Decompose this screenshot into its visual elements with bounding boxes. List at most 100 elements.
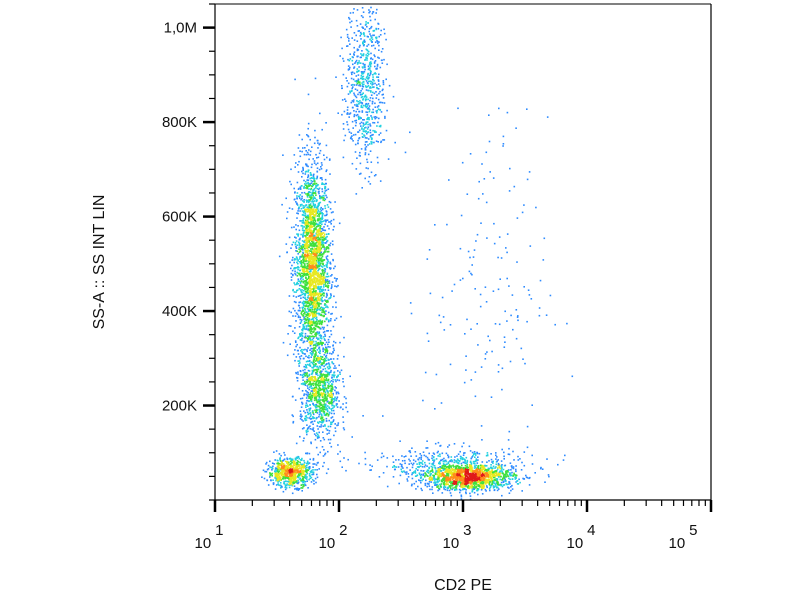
data-point [323, 273, 325, 276]
data-point [316, 237, 318, 239]
data-point [315, 255, 317, 258]
data-point [325, 296, 328, 298]
data-point [287, 478, 290, 480]
data-point [301, 401, 303, 404]
data-point [324, 382, 326, 384]
data-point [299, 269, 301, 272]
data-point [336, 278, 338, 280]
data-point [306, 182, 308, 185]
data-point [318, 326, 321, 329]
data-point [342, 381, 344, 383]
data-point [298, 309, 300, 312]
data-point [314, 271, 317, 273]
data-point [297, 479, 299, 482]
data-point [324, 299, 326, 301]
data-point [324, 187, 326, 190]
data-point [288, 295, 291, 297]
data-point [295, 463, 297, 465]
data-point [314, 438, 317, 441]
data-point [328, 393, 330, 395]
data-point [313, 390, 315, 392]
data-point [332, 344, 334, 346]
data-point [315, 398, 317, 400]
data-point [315, 272, 317, 274]
data-point [311, 377, 313, 380]
data-point [319, 297, 322, 300]
data-point [316, 250, 318, 252]
data-point [309, 215, 312, 217]
data-point [306, 404, 308, 406]
data-point [310, 293, 313, 295]
data-point [315, 351, 317, 353]
data-point [327, 379, 330, 382]
data-point [324, 205, 326, 207]
data-point [306, 262, 309, 265]
data-point [296, 468, 298, 471]
data-point [323, 286, 325, 288]
data-point [324, 399, 326, 402]
data-point [299, 210, 301, 212]
data-point [329, 385, 331, 388]
data-point [313, 177, 316, 180]
data-point [313, 311, 315, 313]
data-point [320, 244, 323, 246]
data-point [318, 389, 321, 392]
data-point [431, 479, 433, 481]
data-point [321, 128, 323, 131]
data-point [314, 321, 317, 323]
data-point [319, 387, 321, 390]
data-point [312, 387, 315, 390]
data-point [315, 380, 318, 382]
data-point [319, 365, 321, 368]
data-point [292, 241, 295, 244]
data-point [305, 393, 308, 396]
data-point [315, 399, 318, 402]
data-point [451, 469, 453, 472]
data-point [274, 468, 277, 471]
data-point [319, 307, 322, 309]
data-point [323, 265, 326, 267]
data-point [314, 136, 316, 139]
data-point [316, 264, 318, 267]
data-point [323, 304, 326, 306]
data-point [270, 473, 273, 475]
data-point [325, 210, 328, 212]
data-point [323, 226, 325, 228]
data-point [309, 477, 311, 480]
data-point [315, 337, 318, 339]
data-point [320, 286, 323, 288]
data-point [296, 233, 298, 235]
data-point [303, 263, 306, 266]
data-point [335, 387, 337, 389]
data-point [297, 278, 300, 280]
data-point [328, 280, 331, 282]
data-point [299, 281, 302, 283]
data-point [310, 267, 312, 270]
data-point [300, 463, 302, 466]
data-point [301, 210, 304, 212]
data-point [299, 188, 302, 190]
data-point [319, 259, 321, 262]
data-point [315, 316, 318, 319]
data-point [297, 233, 300, 235]
data-point [303, 365, 305, 368]
data-point [315, 153, 317, 156]
data-point [283, 458, 286, 460]
data-point [428, 478, 431, 480]
data-point [337, 284, 339, 287]
data-point [308, 259, 311, 261]
data-point [289, 476, 291, 479]
data-point [286, 472, 289, 475]
data-point [305, 254, 307, 257]
data-point [325, 359, 327, 362]
data-point [320, 337, 323, 339]
data-point [305, 230, 308, 232]
data-point [319, 360, 321, 362]
data-point [306, 220, 308, 222]
data-point [314, 377, 317, 379]
data-point [488, 487, 491, 490]
data-point [310, 328, 312, 330]
data-point [338, 222, 341, 225]
data-point [311, 218, 314, 221]
data-point [304, 283, 306, 285]
